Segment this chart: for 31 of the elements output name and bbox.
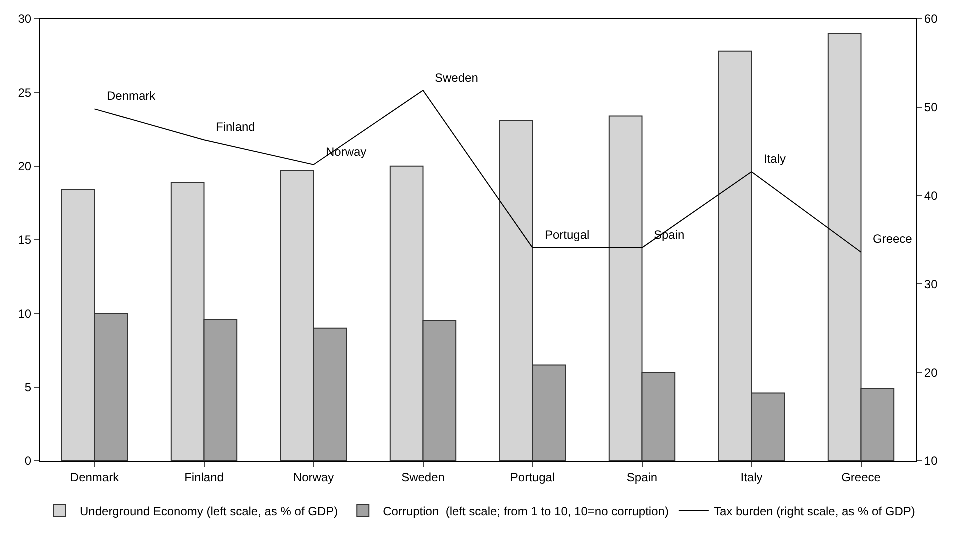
y-tick-label: 5 — [24, 380, 32, 395]
y2-tick-label: 60 — [924, 12, 938, 26]
annotation: Greece — [873, 232, 913, 246]
annotation: Finland — [216, 120, 256, 134]
legend-label: Corruption (left scale; from 1 to 10, 10=no corruption) — [383, 504, 669, 519]
y2-tick-label: 10 — [924, 454, 938, 468]
x-tick-label: Sweden — [402, 470, 445, 484]
y-tick-label: 10 — [18, 306, 32, 321]
y-tick-label: 25 — [18, 86, 32, 100]
line-series — [94, 90, 862, 253]
y2-tick-label: 40 — [924, 189, 938, 203]
y-tick-label: 0 — [24, 454, 32, 468]
y2-tick-label: 20 — [924, 366, 938, 380]
y-tick-label: 15 — [18, 233, 32, 248]
x-tick-label: Greece — [842, 470, 882, 484]
legend-label: Underground Economy (left scale, as % of GDP) — [80, 504, 338, 519]
annotation: Italy — [764, 152, 786, 166]
x-tick-label: Portugal — [510, 470, 556, 484]
legend-label: Tax burden (right scale, as % of GDP) — [714, 504, 916, 519]
y2-tick-label: 50 — [924, 100, 938, 115]
y-tick-label: 30 — [18, 12, 32, 26]
x-tick-label: Norway — [293, 470, 334, 484]
x-tick-label: Spain — [626, 470, 658, 484]
annotation: Denmark — [107, 89, 157, 103]
y2-tick-label: 30 — [924, 277, 938, 292]
x-tick-label: Denmark — [70, 470, 120, 484]
annotation: Sweden — [435, 71, 478, 85]
y-tick-label: 20 — [18, 160, 32, 174]
x-tick-label: Finland — [184, 470, 224, 484]
annotation: Portugal — [545, 228, 590, 242]
x-tick-label: Italy — [740, 470, 763, 484]
